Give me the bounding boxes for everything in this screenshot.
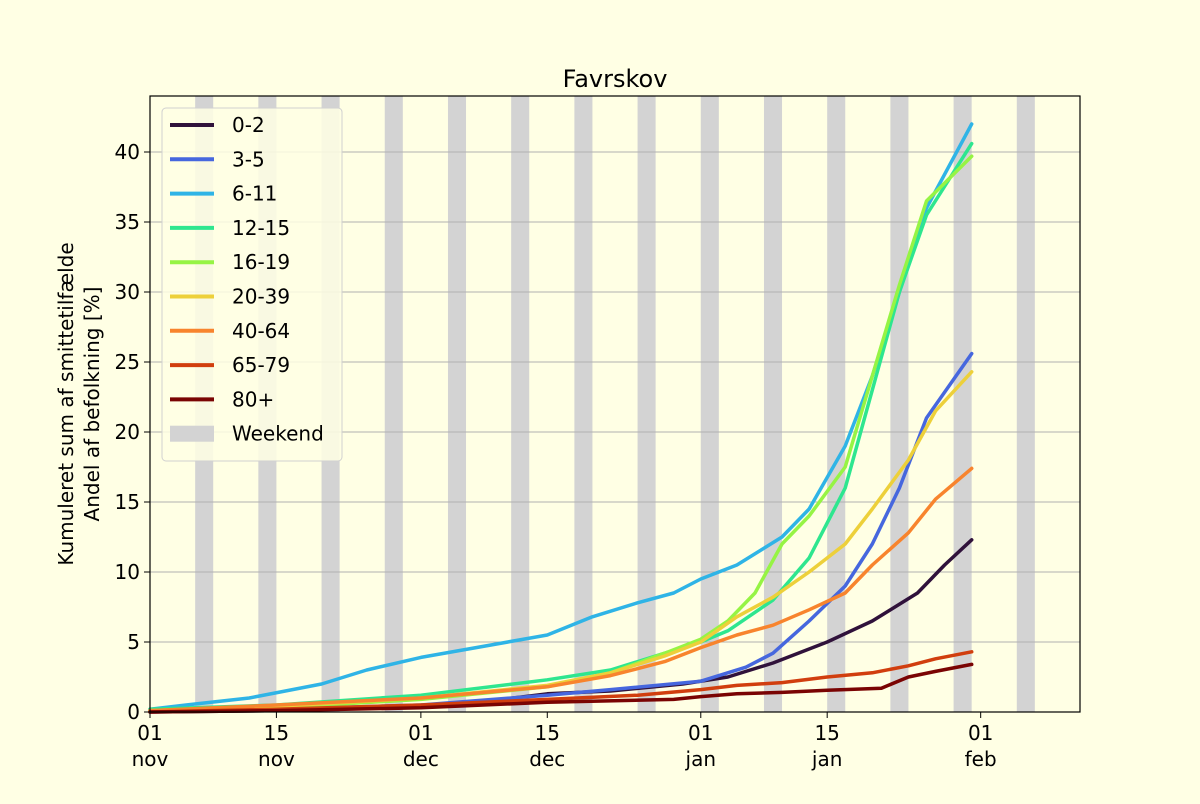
y-tick-label: 25 (115, 350, 140, 374)
axis-ticks: 051015202530354001nov15nov01dec15dec01ja… (115, 140, 997, 771)
x-tick-label-day: 01 (688, 721, 713, 745)
y-tick-label: 0 (127, 700, 140, 724)
weekend-band (447, 96, 467, 712)
legend-label-40-64: 40-64 (232, 319, 290, 343)
legend-label-16-19: 16-19 (232, 250, 290, 274)
weekend-band (827, 96, 846, 712)
x-tick-label-day: 01 (968, 721, 993, 745)
series-line-12-15 (148, 141, 974, 711)
legend-label-3-5: 3-5 (232, 147, 265, 171)
x-tick-label-month: feb (965, 747, 997, 771)
x-tick-label-month: nov (258, 747, 295, 771)
weekend-band (637, 96, 656, 712)
weekend-band (953, 96, 972, 712)
axes-frame (149, 95, 1081, 713)
x-tick-label-day: 15 (264, 721, 289, 745)
y-tick-label: 35 (115, 210, 140, 234)
series-line-40-64 (148, 466, 974, 713)
legend-swatch-weekend (170, 425, 214, 442)
legend-label-80+: 80+ (232, 387, 274, 411)
y-tick-label: 15 (115, 490, 140, 514)
x-tick-label-month: nov (132, 747, 169, 771)
y-tick-label: 5 (127, 630, 140, 654)
x-tick-label-day: 01 (408, 721, 433, 745)
y-tick-label: 40 (115, 140, 140, 164)
legend-label-12-15: 12-15 (232, 216, 290, 240)
y-tick-label: 20 (115, 420, 140, 444)
weekend-band (384, 96, 403, 712)
y-axis-label-line-2: Andel af befolkning [%] (80, 287, 104, 522)
legend-box (161, 107, 343, 462)
y-tick-label: 30 (115, 280, 140, 304)
series-lines (148, 122, 974, 714)
x-tick-label-day: 01 (137, 721, 162, 745)
x-tick-label-month: jan (811, 747, 843, 771)
legend-label-6-11: 6-11 (232, 182, 277, 206)
weekend-band (511, 96, 530, 712)
legend-label-weekend: Weekend (232, 422, 324, 446)
weekend-band (574, 96, 593, 712)
legend-label-65-79: 65-79 (232, 353, 290, 377)
y-axis-label-line-1: Kumuleret sum af smittetilfælde (54, 242, 78, 565)
series-line-65-79 (148, 650, 974, 714)
weekend-band (700, 96, 719, 712)
legend-label-20-39: 20-39 (232, 285, 290, 309)
y-tick-label: 10 (115, 560, 140, 584)
weekend-band (763, 96, 783, 712)
x-tick-label-month: dec (403, 747, 439, 771)
legend: 0-2 3-5 6-11 12-15 16-19 20-39 40-64 65-79 80+ We… (161, 107, 343, 462)
chart-title: Favrskov (563, 65, 668, 93)
x-tick-label-month: jan (685, 747, 717, 771)
x-tick-label-day: 15 (535, 721, 560, 745)
legend-label-0-2: 0-2 (232, 113, 265, 137)
weekend-band (890, 96, 909, 712)
weekend-bands (195, 96, 1035, 712)
weekend-band (1016, 96, 1035, 712)
x-tick-label-month: dec (529, 747, 565, 771)
x-tick-label-day: 15 (814, 721, 839, 745)
series-line-80+ (148, 662, 974, 714)
